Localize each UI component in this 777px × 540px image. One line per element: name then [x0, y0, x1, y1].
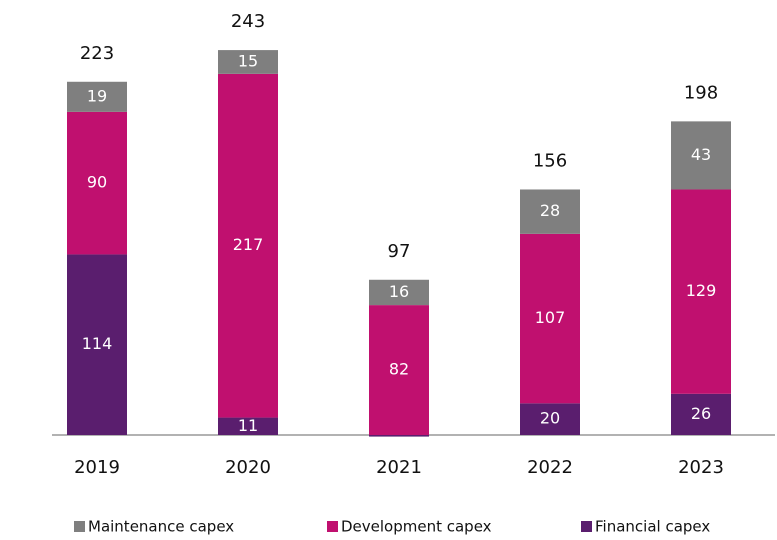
total-label: 243 [231, 11, 265, 32]
bar-segment [520, 189, 580, 234]
bar-segment [369, 305, 429, 435]
legend-swatch [74, 521, 85, 532]
value-label: 19 [87, 86, 107, 105]
x-tick-label: 2020 [225, 457, 271, 478]
legend-swatch [327, 521, 338, 532]
value-label: 114 [82, 334, 113, 353]
bar-segment [218, 50, 278, 74]
bar-segment [67, 254, 127, 435]
total-label: 223 [80, 43, 114, 64]
bar-segment [671, 121, 731, 190]
legend-label: Development capex [341, 518, 492, 536]
total-label: 156 [533, 150, 567, 171]
bar-segment [369, 279, 429, 306]
bar-segment [520, 233, 580, 404]
legend-swatch [581, 521, 592, 532]
total-label: 97 [388, 241, 411, 262]
x-tick-label: 2021 [376, 457, 422, 478]
value-label: 43 [691, 145, 711, 164]
x-tick-label: 2019 [74, 457, 120, 478]
value-label: 28 [540, 201, 560, 220]
bar-segment [67, 81, 127, 112]
x-tick-label: 2022 [527, 457, 573, 478]
total-label: 198 [684, 82, 718, 103]
value-label: 107 [535, 308, 566, 327]
legend-label: Financial capex [595, 518, 710, 536]
value-label: 11 [238, 416, 258, 435]
bar-segment [67, 111, 127, 255]
value-label: 15 [238, 51, 258, 70]
x-tick-label: 2023 [678, 457, 724, 478]
value-label: 20 [540, 409, 560, 428]
value-label: 217 [233, 235, 264, 254]
bar-segment [369, 435, 429, 437]
value-label: 26 [691, 404, 711, 423]
bar-segment [218, 417, 278, 435]
legend-label: Maintenance capex [88, 518, 234, 536]
bar-segment [671, 393, 731, 435]
value-label: 90 [87, 173, 107, 192]
bar-segment [671, 189, 731, 394]
bar-segment [218, 73, 278, 418]
value-label: 82 [389, 360, 409, 379]
value-label: 129 [686, 281, 717, 300]
value-label: 16 [389, 282, 409, 301]
bar-segment [520, 403, 580, 435]
